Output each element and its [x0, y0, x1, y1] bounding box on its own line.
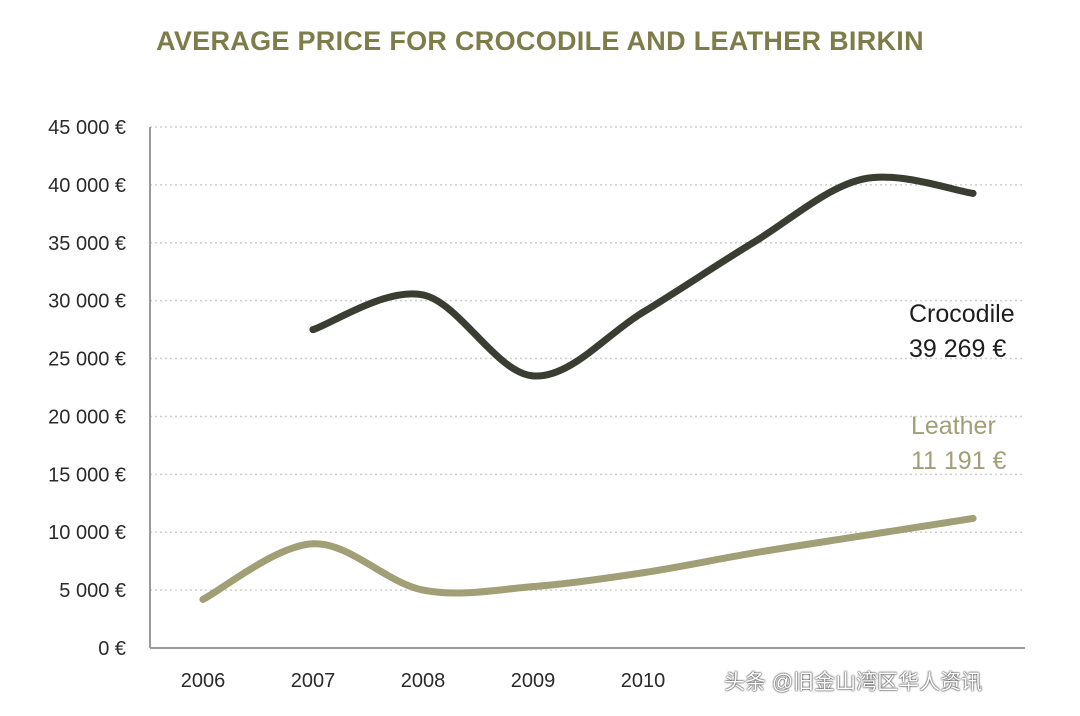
leather-data-point [309, 540, 317, 548]
y-tick-label: 40 000 € [48, 175, 126, 197]
crocodile-data-point [309, 326, 317, 334]
y-tick-label: 25 000 € [48, 349, 126, 371]
watermark: 头条 @旧金山湾区华人资讯 [724, 671, 983, 694]
y-tick-label: 30 000 € [48, 291, 126, 313]
y-tick-label: 45 000 € [48, 117, 126, 139]
leather-data-point [199, 595, 207, 603]
crocodile-label: Crocodile [909, 300, 1015, 328]
y-tick-label: 15 000 € [48, 464, 126, 486]
leather-data-point [529, 583, 537, 591]
leather-series-line [199, 514, 977, 603]
crocodile-value-label: 39 269 € [909, 335, 1006, 363]
chart-title: AVERAGE PRICE FOR CROCODILE AND LEATHER … [156, 26, 924, 56]
crocodile-data-point [529, 372, 537, 380]
crocodile-series-line [309, 173, 977, 380]
y-tick-label: 20 000 € [48, 406, 126, 428]
leather-data-point [749, 549, 757, 557]
y-tick-label: 5 000 € [59, 580, 126, 602]
leather-label: Leather [911, 412, 996, 440]
y-tick-label: 10 000 € [48, 522, 126, 544]
x-tick-label: 2008 [401, 670, 446, 692]
leather-value-label: 11 191 € [911, 447, 1007, 475]
y-tick-label: 0 € [98, 638, 126, 660]
crocodile-data-point [749, 239, 757, 247]
leather-data-point [859, 532, 867, 540]
x-tick-label: 2009 [511, 670, 556, 692]
crocodile-data-point [639, 308, 647, 316]
x-tick-label: 2006 [181, 670, 226, 692]
x-tick-label: 2007 [291, 670, 336, 692]
leather-data-point [639, 569, 647, 577]
crocodile-data-point [969, 189, 977, 197]
x-tick-label: 2010 [621, 670, 666, 692]
crocodile-data-point [859, 175, 867, 183]
leather-data-point [419, 586, 427, 594]
y-tick-label: 35 000 € [48, 233, 126, 255]
crocodile-data-point [419, 291, 427, 299]
leather-data-point [969, 514, 977, 522]
